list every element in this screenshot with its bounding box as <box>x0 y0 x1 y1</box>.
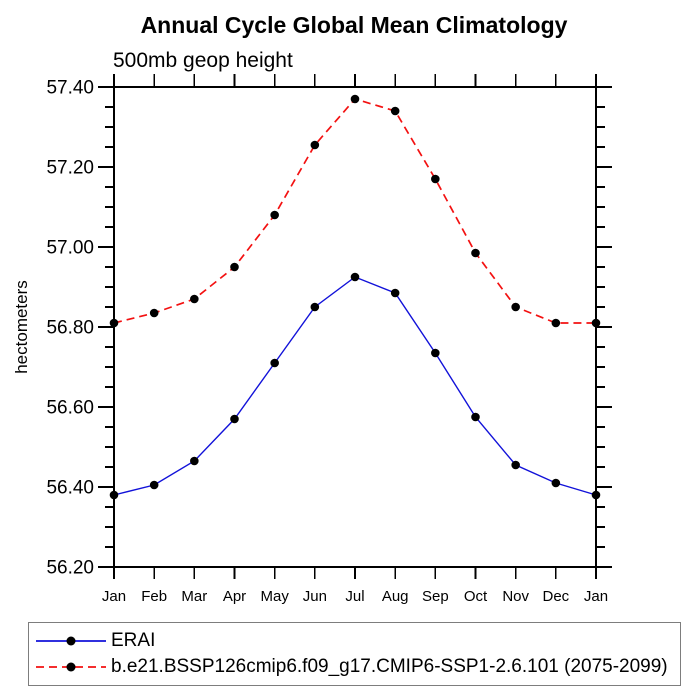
series-line <box>113 276 597 496</box>
x-tick-label: Oct <box>464 588 488 605</box>
series-line <box>113 98 596 324</box>
y-tick-label: 57.00 <box>46 238 94 259</box>
data-point-marker <box>310 302 320 312</box>
data-point-marker <box>149 308 159 318</box>
x-tick-label: Jan <box>102 588 126 605</box>
x-tick-label: Dec <box>542 588 569 605</box>
x-tick-label: Aug <box>382 588 409 605</box>
x-tick-label: Feb <box>141 588 167 605</box>
data-point-marker <box>471 248 480 258</box>
data-point-marker <box>270 358 279 368</box>
legend-row-model: b.e21.BSSP126cmip6.f09_g17.CMIP6-SSP1-2.… <box>29 654 680 680</box>
data-point-marker <box>471 412 480 422</box>
x-tick-label: Sep <box>422 588 449 605</box>
y-tick-label: 57.40 <box>46 78 94 99</box>
y-tick-label: 56.40 <box>46 478 94 499</box>
legend-label-model: b.e21.BSSP126cmip6.f09_g17.CMIP6-SSP1-2.… <box>111 656 668 677</box>
data-point-marker <box>551 478 561 488</box>
data-point-marker <box>350 272 360 282</box>
data-point-marker <box>109 490 119 500</box>
chart-subtitle: 500mb geop height <box>113 49 293 72</box>
series-erai <box>109 272 601 500</box>
chart-title: Annual Cycle Global Mean Climatology <box>140 12 568 38</box>
y-tick-label: 56.20 <box>46 558 94 579</box>
x-tick-label: Jul <box>345 588 364 605</box>
x-tick-label: Nov <box>502 588 529 605</box>
data-point-marker <box>511 302 520 312</box>
data-point-marker <box>310 140 320 150</box>
legend-line-sample-model <box>36 662 106 672</box>
data-point-marker <box>190 294 199 304</box>
plot-frame <box>113 86 597 568</box>
legend-line-sample-erai <box>36 636 106 646</box>
data-point-marker <box>551 318 561 328</box>
data-point-marker <box>591 490 601 500</box>
x-tick-label: Mar <box>181 588 207 605</box>
x-tick-label: Jan <box>584 588 608 605</box>
data-point-marker <box>270 210 279 220</box>
data-point-marker <box>390 106 400 116</box>
data-point-marker <box>390 288 400 298</box>
data-point-marker <box>109 318 119 328</box>
data-point-marker <box>149 480 159 490</box>
legend-box: ERAI b.e21.BSSP126cmip6.f09_g17.CMIP6-SS… <box>28 622 681 686</box>
data-point-marker <box>350 94 360 104</box>
axes <box>98 74 612 579</box>
legend-label-erai: ERAI <box>111 630 156 651</box>
data-point-marker <box>190 456 199 466</box>
series-model <box>109 94 601 328</box>
x-tick-label: Jun <box>303 588 327 605</box>
y-tick-label: 57.20 <box>46 158 94 179</box>
data-point-marker <box>431 174 440 184</box>
data-point-marker <box>230 414 239 424</box>
legend-row-erai: ERAI <box>29 628 680 654</box>
data-point-marker <box>431 348 440 358</box>
data-point-marker <box>511 460 520 470</box>
y-tick-label: 56.80 <box>46 318 94 339</box>
x-tick-label: May <box>260 588 289 605</box>
data-point-marker <box>230 262 239 272</box>
x-tick-label: Apr <box>223 588 246 605</box>
y-tick-label: 56.60 <box>46 398 94 419</box>
data-point-marker <box>591 318 601 328</box>
